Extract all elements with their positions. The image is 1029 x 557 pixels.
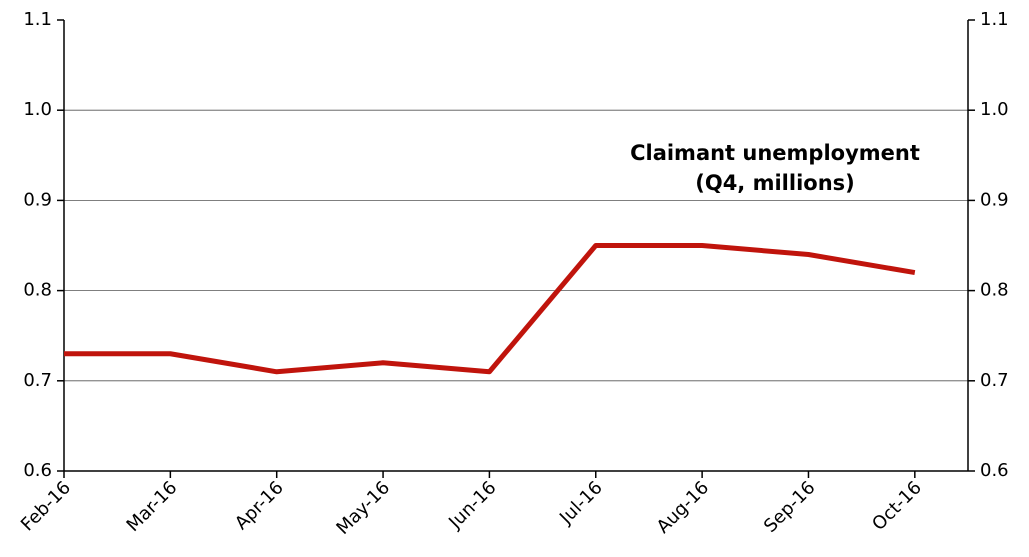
y2-tick-label: 1.0	[980, 99, 1009, 120]
x-tick-label: Oct-16	[868, 477, 926, 535]
y-tick-label: 1.0	[23, 99, 52, 120]
y-tick-label: 1.1	[23, 9, 52, 30]
x-tick-label: Mar-16	[123, 477, 182, 536]
y2-tick-label: 0.6	[980, 460, 1009, 481]
y-tick-label: 0.9	[23, 189, 52, 210]
x-tick-label: Jun-16	[444, 477, 500, 533]
y-tick-label: 0.8	[23, 280, 52, 301]
x-tick-label: Feb-16	[17, 477, 75, 535]
x-tick-label: Sep-16	[760, 477, 820, 537]
chart-title: Claimant unemployment	[630, 141, 920, 165]
chart-subtitle: (Q4, millions)	[695, 171, 855, 195]
line-series	[64, 243, 916, 375]
y-tick-label: 0.7	[23, 370, 52, 391]
y2-tick-label: 0.8	[980, 280, 1009, 301]
x-tick-label: Jul-16	[555, 477, 607, 529]
x-tick-label: Apr-16	[231, 477, 288, 534]
x-tick-label: May-16	[332, 477, 394, 539]
y2-tick-label: 1.1	[980, 9, 1009, 30]
y2-tick-label: 0.7	[980, 370, 1009, 391]
x-tick-label: Aug-16	[653, 477, 713, 537]
y2-tick-label: 0.9	[980, 189, 1009, 210]
y-tick-label: 0.6	[23, 460, 52, 481]
